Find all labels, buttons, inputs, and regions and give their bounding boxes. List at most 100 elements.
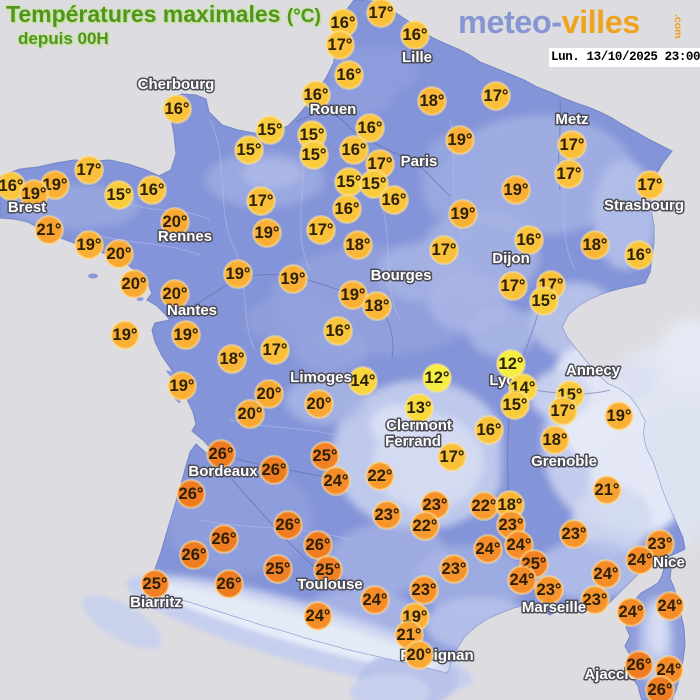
svg-text:24°: 24° <box>507 536 532 554</box>
svg-text:17°: 17° <box>369 4 394 22</box>
svg-text:20°: 20° <box>238 405 263 423</box>
svg-text:21°: 21° <box>397 626 422 644</box>
svg-text:19°: 19° <box>170 377 195 395</box>
svg-text:21°: 21° <box>595 481 620 499</box>
svg-text:17°: 17° <box>557 165 582 183</box>
svg-text:15°: 15° <box>337 173 362 191</box>
svg-text:15°: 15° <box>362 175 387 193</box>
svg-text:17°: 17° <box>368 155 393 173</box>
svg-text:23°: 23° <box>499 516 524 534</box>
svg-text:19°: 19° <box>113 326 138 344</box>
svg-text:Bourges: Bourges <box>371 267 432 284</box>
svg-text:19°: 19° <box>22 185 47 203</box>
svg-text:24°: 24° <box>594 565 619 583</box>
svg-text:17°: 17° <box>560 136 585 154</box>
svg-text:19°: 19° <box>255 224 280 242</box>
svg-text:24°: 24° <box>476 540 501 558</box>
svg-text:Paris: Paris <box>401 153 438 170</box>
svg-text:18°: 18° <box>220 350 245 368</box>
svg-text:25°: 25° <box>143 575 168 593</box>
svg-text:21°: 21° <box>37 221 62 239</box>
svg-text:20°: 20° <box>122 275 147 293</box>
svg-text:26°: 26° <box>276 516 301 534</box>
svg-text:17°: 17° <box>249 192 274 210</box>
svg-text:14°: 14° <box>351 372 376 390</box>
svg-text:24°: 24° <box>510 571 535 589</box>
svg-text:24°: 24° <box>306 607 331 625</box>
svg-text:Clermont: Clermont <box>386 417 452 434</box>
svg-text:19°: 19° <box>451 205 476 223</box>
svg-text:Metz: Metz <box>555 111 588 128</box>
svg-text:25°: 25° <box>266 560 291 578</box>
svg-text:16°: 16° <box>403 26 428 44</box>
svg-text:23°: 23° <box>562 525 587 543</box>
svg-text:18°: 18° <box>543 431 568 449</box>
svg-text:19°: 19° <box>341 286 366 304</box>
svg-text:24°: 24° <box>363 591 388 609</box>
svg-text:13°: 13° <box>407 399 432 417</box>
svg-text:Nice: Nice <box>653 554 685 571</box>
svg-text:25°: 25° <box>313 447 338 465</box>
svg-text:16°: 16° <box>335 200 360 218</box>
svg-text:Bordeaux: Bordeaux <box>188 463 258 480</box>
svg-text:23°: 23° <box>442 560 467 578</box>
svg-text:16°: 16° <box>382 191 407 209</box>
svg-text:Biarritz: Biarritz <box>130 594 182 611</box>
svg-text:19°: 19° <box>174 326 199 344</box>
svg-text:26°: 26° <box>212 530 237 548</box>
svg-text:20°: 20° <box>257 385 282 403</box>
svg-text:17°: 17° <box>484 87 509 105</box>
svg-text:19°: 19° <box>607 407 632 425</box>
svg-text:16°: 16° <box>326 322 351 340</box>
svg-text:Ferrand: Ferrand <box>385 433 441 450</box>
svg-text:16°: 16° <box>517 231 542 249</box>
svg-text:Limoges: Limoges <box>290 369 352 386</box>
svg-text:23°: 23° <box>412 581 437 599</box>
svg-text:16°: 16° <box>140 181 165 199</box>
svg-text:16°: 16° <box>337 66 362 84</box>
svg-text:23°: 23° <box>648 535 673 553</box>
svg-text:23°: 23° <box>537 581 562 599</box>
svg-text:12°: 12° <box>499 355 524 373</box>
svg-text:Annecy: Annecy <box>566 362 621 379</box>
svg-text:12°: 12° <box>425 369 450 387</box>
svg-text:20°: 20° <box>407 646 432 664</box>
svg-text:15°: 15° <box>503 396 528 414</box>
svg-text:17°: 17° <box>77 161 102 179</box>
svg-text:16°: 16° <box>304 86 329 104</box>
svg-text:26°: 26° <box>182 546 207 564</box>
svg-text:16°: 16° <box>331 14 356 32</box>
svg-text:16°: 16° <box>0 177 23 195</box>
svg-text:20°: 20° <box>163 285 188 303</box>
svg-text:15°: 15° <box>107 186 132 204</box>
svg-text:23°: 23° <box>583 591 608 609</box>
svg-text:20°: 20° <box>163 213 188 231</box>
svg-text:17°: 17° <box>263 341 288 359</box>
svg-text:26°: 26° <box>627 656 652 674</box>
svg-text:24°: 24° <box>619 603 644 621</box>
svg-text:17°: 17° <box>440 448 465 466</box>
svg-text:16°: 16° <box>477 421 502 439</box>
svg-text:18°: 18° <box>346 236 371 254</box>
svg-text:18°: 18° <box>498 496 523 514</box>
svg-text:26°: 26° <box>306 536 331 554</box>
svg-text:18°: 18° <box>420 92 445 110</box>
svg-text:19°: 19° <box>77 236 102 254</box>
svg-text:24°: 24° <box>628 551 653 569</box>
svg-text:19°: 19° <box>504 181 529 199</box>
svg-text:24°: 24° <box>657 661 682 679</box>
svg-text:15°: 15° <box>258 121 283 139</box>
svg-text:17°: 17° <box>309 221 334 239</box>
svg-text:Brest: Brest <box>8 199 46 216</box>
svg-text:17°: 17° <box>501 277 526 295</box>
svg-text:26°: 26° <box>209 445 234 463</box>
svg-text:23°: 23° <box>375 506 400 524</box>
svg-text:16°: 16° <box>165 100 190 118</box>
svg-text:22°: 22° <box>472 497 497 515</box>
svg-text:19°: 19° <box>43 176 68 194</box>
svg-text:Dijon: Dijon <box>492 250 530 267</box>
svg-text:18°: 18° <box>583 236 608 254</box>
svg-text:19°: 19° <box>448 131 473 149</box>
svg-text:20°: 20° <box>107 245 132 263</box>
svg-text:17°: 17° <box>551 402 576 420</box>
